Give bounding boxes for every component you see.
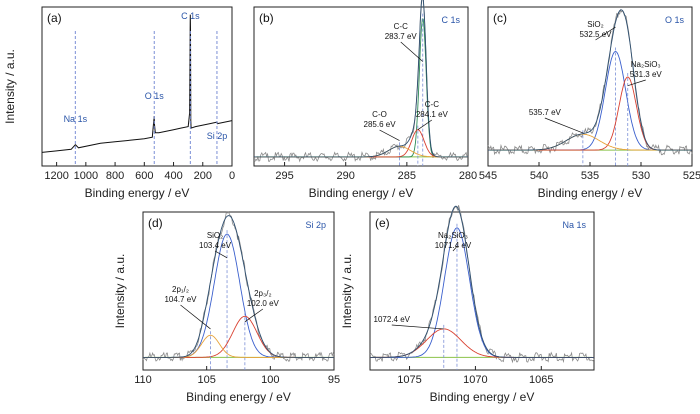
plot-frame [41, 6, 233, 167]
x-tick-label: 400 [164, 170, 182, 182]
panel-2: 545 540 535 530 525 Binding energy / eV (c) O 1… [479, 6, 700, 200]
fit-envelope-line [488, 9, 692, 151]
peak-annotation: 283.7 eV [385, 32, 418, 41]
x-tick-label: 530 [632, 170, 650, 182]
x-tick-label: 1200 [44, 170, 68, 182]
x-tick-label: 1065 [529, 374, 553, 386]
x-tick-label: 105 [197, 374, 215, 386]
plot-frame [253, 6, 469, 167]
x-tick-label: 290 [337, 170, 355, 182]
x-tick-label: 110 [134, 374, 152, 386]
core-level-title: Si 2p [305, 220, 326, 230]
peak-annotation: 535.7 eV [529, 108, 562, 117]
plot-frame [142, 211, 335, 371]
x-tick-label: 600 [135, 170, 153, 182]
panel-label: (e) [375, 216, 390, 230]
peak-annotation: C-C [394, 22, 408, 31]
survey-spectrum-line [41, 14, 233, 153]
x-tick-label: 280 [459, 170, 477, 182]
x-tick-label: 100 [261, 374, 279, 386]
panel-4: 1075 1070 1065 Binding energy / eV Intensity… [340, 205, 595, 404]
peak-annotation: 103.4 eV [199, 241, 232, 250]
x-tick-label: 525 [683, 170, 700, 182]
x-axis-label: Binding energy / eV [186, 390, 291, 404]
x-tick-label: 800 [106, 170, 124, 182]
peak-annotation: 285.6 eV [364, 120, 397, 129]
x-tick-label: 285 [398, 170, 416, 182]
fit-envelope-line [370, 205, 594, 358]
x-axis-label: Binding energy / eV [85, 186, 190, 200]
x-tick-label: 1075 [397, 374, 421, 386]
core-level-title: C 1s [441, 15, 460, 25]
x-tick-label: 200 [194, 170, 212, 182]
annotation-arrow [627, 79, 646, 87]
peak-annotation: SiO₂ [587, 20, 603, 29]
panel-label: (b) [259, 11, 274, 25]
peak-annotation: 1072.4 eV [374, 315, 411, 324]
x-tick-label: 540 [530, 170, 548, 182]
x-tick-label: 545 [479, 170, 497, 182]
annotation-arrow [379, 129, 400, 141]
peak-annotation: 531.3 eV [630, 70, 663, 79]
x-axis-label: Binding energy / eV [309, 186, 414, 200]
annotation-arrow [180, 304, 211, 330]
peak-annotation: 102.0 eV [247, 299, 280, 308]
fit-envelope-line [254, 0, 468, 158]
peak-annotation: 532.5 eV [579, 30, 612, 39]
x-axis-label: Binding energy / eV [430, 390, 535, 404]
x-tick-label: 295 [275, 170, 293, 182]
x-tick-label: 1000 [74, 170, 98, 182]
peak-annotation: SiO₂ [207, 231, 223, 240]
peak-marker-label: Na 1s [64, 114, 88, 124]
peak-annotation: 1071.4 eV [435, 241, 472, 250]
x-tick-label: 95 [328, 374, 340, 386]
x-tick-label: 0 [229, 170, 235, 182]
annotation-arrow [400, 41, 423, 62]
x-tick-label: 535 [581, 170, 599, 182]
core-level-title: O 1s [665, 15, 685, 25]
peak-annotation: 2p₁/₂ [172, 285, 189, 294]
panel-label: (a) [47, 11, 62, 25]
peak-annotation: C-C [425, 100, 439, 109]
y-axis-label: Intensity / a.u. [3, 49, 17, 124]
plot-frame [369, 211, 595, 371]
peak-annotation: Na₂SiO₃ [438, 231, 468, 240]
annotation-arrow [244, 308, 264, 323]
peak-annotation: Na₂SiO₃ [631, 60, 661, 69]
y-axis-label: Intensity / a.u. [340, 254, 354, 329]
peak-annotation: 104.7 eV [164, 295, 197, 304]
x-tick-label: 1070 [463, 374, 487, 386]
core-level-title: Na 1s [562, 220, 586, 230]
annotation-arrow [452, 246, 458, 252]
annotation-arrow [544, 117, 583, 134]
peak-annotation: C-O [372, 110, 387, 119]
peak-marker-label: O 1s [145, 91, 165, 101]
panel-3: 110 105 100 95 Binding energy / eV Intensity … [113, 211, 340, 404]
peak-annotation: 284.1 eV [416, 110, 449, 119]
panel-0: 1200 1000 800 600 400 200 0 Binding energy / eV… [3, 6, 235, 200]
peak-marker-label: C 1s [181, 11, 200, 21]
peak-annotation: 2p₃/₂ [254, 289, 271, 298]
fit-envelope-line [143, 215, 334, 358]
panel-label: (c) [493, 11, 507, 25]
x-axis-label: Binding energy / eV [538, 186, 643, 200]
panel-1: 295 290 285 280 Binding energy / eV (b) C 1s C-… [253, 0, 477, 200]
annotation-arrow [391, 324, 444, 330]
peak-marker-label: Si 2p [207, 131, 228, 141]
panel-label: (d) [148, 216, 163, 230]
y-axis-label: Intensity / a.u. [113, 254, 127, 329]
annotation-arrow [595, 26, 616, 41]
annotation-arrow [214, 250, 228, 259]
annotation-arrow [417, 119, 433, 130]
